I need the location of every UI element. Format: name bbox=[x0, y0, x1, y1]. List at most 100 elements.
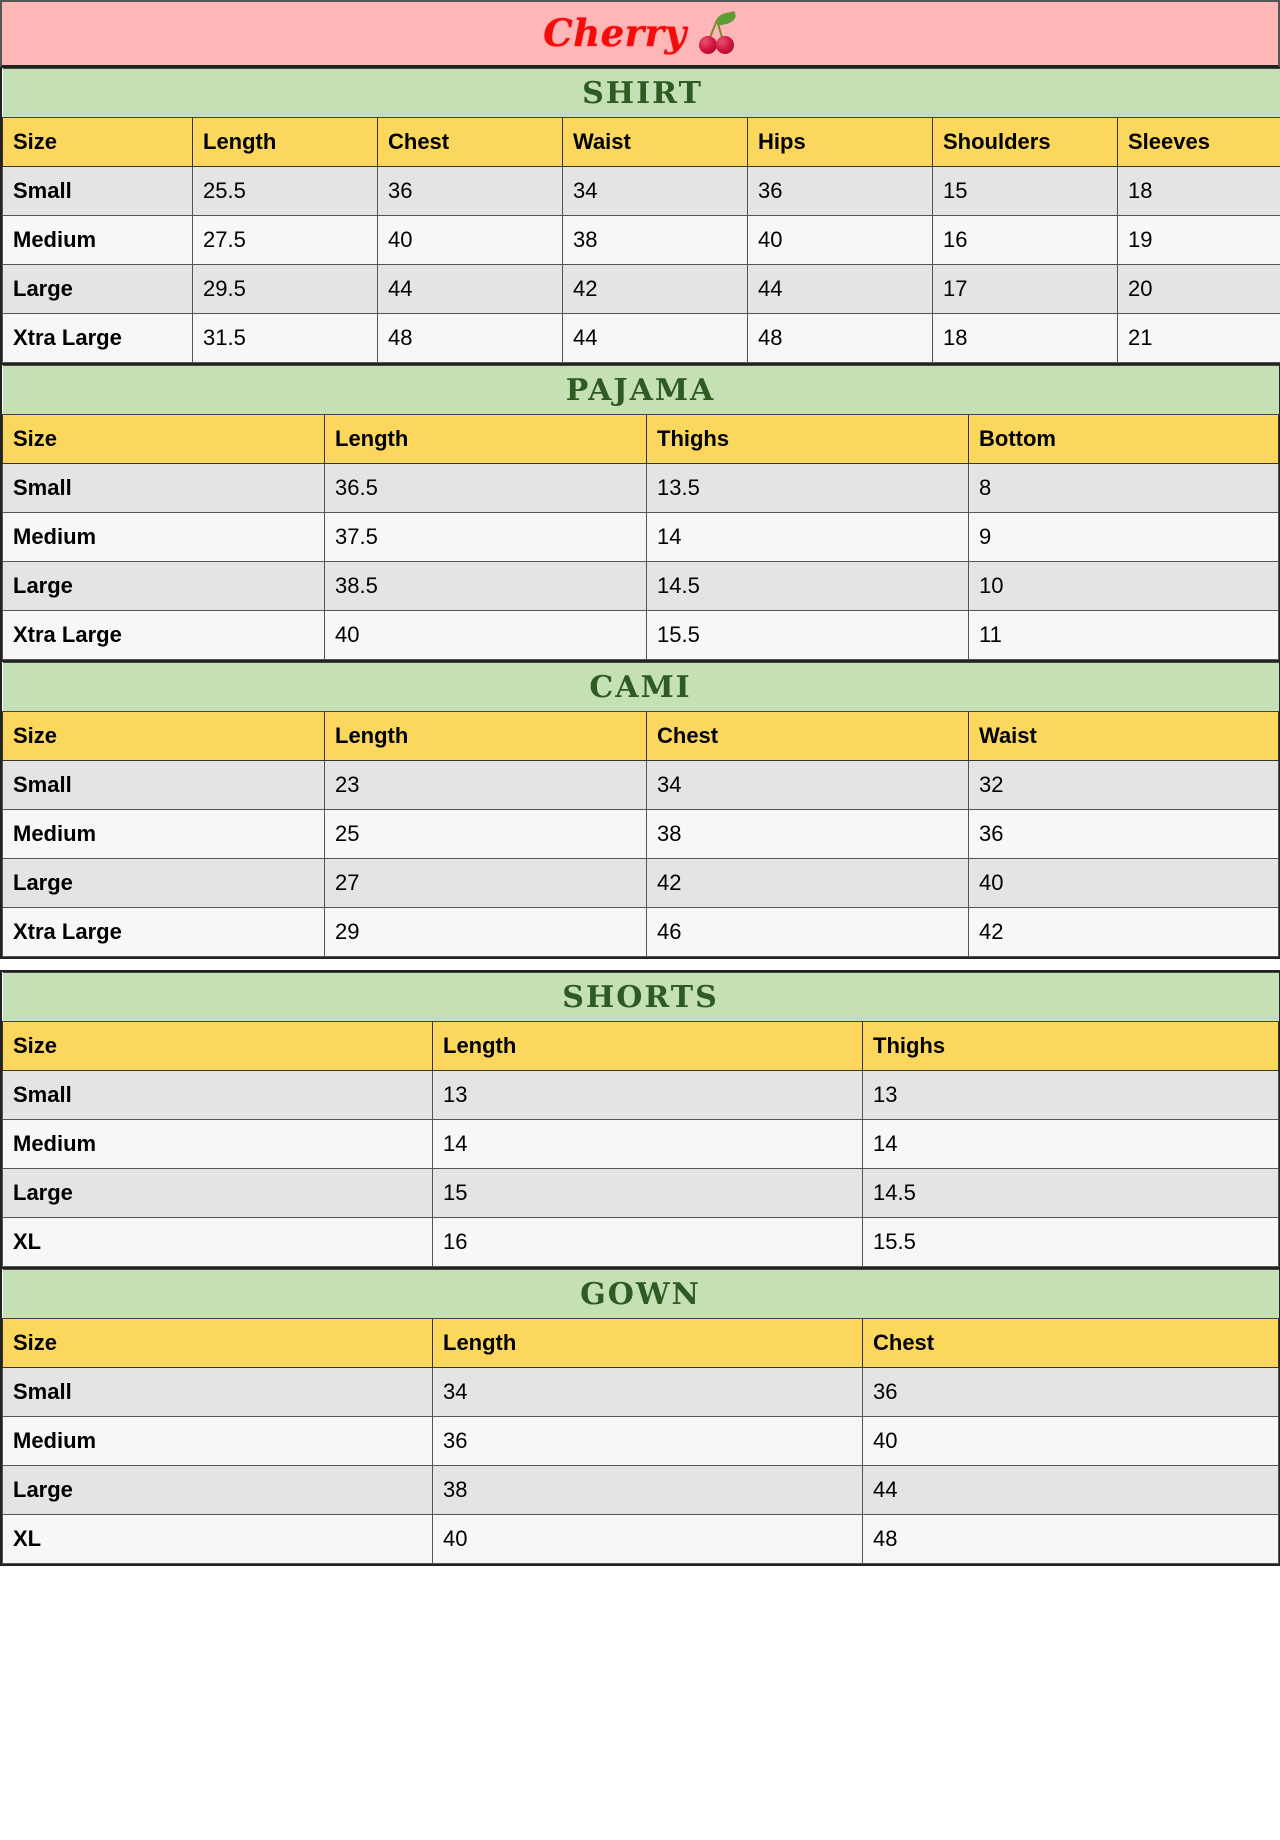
row-measurement-value: 13 bbox=[432, 1070, 863, 1120]
column-header-thighs: Thighs bbox=[646, 414, 969, 464]
size-table-shirt: SHIRT Size Length Chest Waist Hips Shoulders Sl… bbox=[2, 68, 1280, 363]
column-header-waist: Waist bbox=[562, 117, 748, 167]
table-block-shirt: SHIRT Size Length Chest Waist Hips Shoulders Sl… bbox=[0, 68, 1280, 365]
row-measurement-value: 13 bbox=[861, 1070, 1280, 1120]
column-header-length: Length bbox=[432, 1021, 863, 1071]
table-row: Large 29.5 44 42 44 17 20 bbox=[2, 264, 1280, 314]
row-size-label: Xtra Large bbox=[2, 907, 325, 957]
row-measurement-value: 44 bbox=[747, 264, 933, 314]
row-measurement-value: 14.5 bbox=[861, 1168, 1280, 1218]
row-measurement-value: 23 bbox=[324, 760, 647, 810]
table-row: Medium 25 38 36 bbox=[2, 809, 1280, 859]
row-measurement-value: 36 bbox=[377, 166, 563, 216]
row-measurement-value: 42 bbox=[967, 907, 1280, 957]
row-measurement-value: 8 bbox=[967, 463, 1280, 513]
column-header-chest: Chest bbox=[646, 711, 969, 761]
row-measurement-value: 19 bbox=[1116, 215, 1280, 265]
row-measurement-value: 46 bbox=[646, 907, 969, 957]
row-measurement-value: 36 bbox=[432, 1416, 863, 1466]
table-row: Xtra Large 29 46 42 bbox=[2, 907, 1280, 957]
row-measurement-value: 40 bbox=[324, 610, 647, 660]
section-title-pajama: PAJAMA bbox=[2, 365, 1279, 415]
table-row: Small 36.5 13.5 8 bbox=[2, 463, 1280, 513]
row-size-label: Medium bbox=[2, 1416, 433, 1466]
row-size-label: Large bbox=[2, 264, 193, 314]
row-measurement-value: 29 bbox=[324, 907, 647, 957]
table-row: Medium 27.5 40 38 40 16 19 bbox=[2, 215, 1280, 265]
row-size-label: XL bbox=[2, 1514, 433, 1564]
row-size-label: Small bbox=[2, 463, 325, 513]
row-measurement-value: 16 bbox=[932, 215, 1118, 265]
row-measurement-value: 36.5 bbox=[324, 463, 647, 513]
row-measurement-value: 48 bbox=[747, 313, 933, 363]
table-row: Small 23 34 32 bbox=[2, 760, 1280, 810]
section-title-row: PAJAMA bbox=[2, 365, 1279, 415]
column-header-chest: Chest bbox=[861, 1318, 1280, 1368]
section-title-row: GOWN bbox=[2, 1269, 1279, 1319]
row-measurement-value: 27 bbox=[324, 858, 647, 908]
row-measurement-value: 25 bbox=[324, 809, 647, 859]
row-measurement-value: 16 bbox=[432, 1217, 863, 1267]
column-header-length: Length bbox=[192, 117, 378, 167]
row-size-label: XL bbox=[2, 1217, 433, 1267]
row-size-label: Xtra Large bbox=[2, 610, 325, 660]
row-measurement-value: 15 bbox=[932, 166, 1118, 216]
row-measurement-value: 44 bbox=[861, 1465, 1280, 1515]
row-measurement-value: 18 bbox=[1116, 166, 1280, 216]
table-block-gown: GOWN Size Length Chest Small 34 36 Medium 36 40 La… bbox=[0, 1269, 1280, 1566]
row-measurement-value: 13.5 bbox=[646, 463, 969, 513]
table-row: Large 38 44 bbox=[2, 1465, 1280, 1515]
row-measurement-value: 11 bbox=[967, 610, 1280, 660]
column-header-length: Length bbox=[432, 1318, 863, 1368]
size-table-shorts: SHORTS Size Length Thighs Small 13 13 Medium 14 1… bbox=[2, 972, 1280, 1267]
row-measurement-value: 25.5 bbox=[192, 166, 378, 216]
row-measurement-value: 44 bbox=[377, 264, 563, 314]
table-block-pajama: PAJAMA Size Length Thighs Bottom Small 36.5 13.… bbox=[0, 365, 1280, 662]
row-measurement-value: 10 bbox=[967, 561, 1280, 611]
table-row: Large 27 42 40 bbox=[2, 858, 1280, 908]
column-header-row: Size Length Chest Waist Hips Shoulders Sleeves bbox=[2, 117, 1280, 167]
size-tables-container: SHIRT Size Length Chest Waist Hips Shoulders Sl… bbox=[0, 68, 1280, 1566]
row-measurement-value: 38 bbox=[646, 809, 969, 859]
brand-name: Cherry bbox=[543, 11, 687, 55]
row-size-label: Large bbox=[2, 1168, 433, 1218]
row-measurement-value: 15.5 bbox=[646, 610, 969, 660]
section-title-cami: CAMI bbox=[2, 662, 1279, 712]
row-measurement-value: 27.5 bbox=[192, 215, 378, 265]
row-measurement-value: 20 bbox=[1116, 264, 1280, 314]
row-size-label: Small bbox=[2, 166, 193, 216]
brand-header: Cherry bbox=[0, 0, 1280, 68]
column-header-bottom: Bottom bbox=[967, 414, 1280, 464]
table-row: Small 25.5 36 34 36 15 18 bbox=[2, 166, 1280, 216]
row-measurement-value: 14 bbox=[432, 1119, 863, 1169]
row-measurement-value: 14.5 bbox=[646, 561, 969, 611]
row-measurement-value: 21 bbox=[1116, 313, 1280, 363]
column-header-row: Size Length Thighs Bottom bbox=[2, 414, 1280, 464]
column-header-hips: Hips bbox=[747, 117, 933, 167]
row-size-label: Medium bbox=[2, 512, 325, 562]
column-header-length: Length bbox=[324, 414, 647, 464]
row-size-label: Small bbox=[2, 760, 325, 810]
table-block-cami: CAMI Size Length Chest Waist Small 23 34 32 Mediu… bbox=[0, 662, 1280, 959]
row-size-label: Medium bbox=[2, 215, 193, 265]
column-header-chest: Chest bbox=[377, 117, 563, 167]
row-measurement-value: 14 bbox=[861, 1119, 1280, 1169]
table-row: Xtra Large 31.5 48 44 48 18 21 bbox=[2, 313, 1280, 363]
row-measurement-value: 14 bbox=[646, 512, 969, 562]
section-title-gown: GOWN bbox=[2, 1269, 1279, 1319]
row-measurement-value: 29.5 bbox=[192, 264, 378, 314]
column-header-row: Size Length Chest Waist bbox=[2, 711, 1280, 761]
size-table-cami: CAMI Size Length Chest Waist Small 23 34 32 Mediu… bbox=[2, 662, 1280, 957]
cherries-icon bbox=[697, 10, 737, 56]
row-measurement-value: 38.5 bbox=[324, 561, 647, 611]
row-measurement-value: 38 bbox=[432, 1465, 863, 1515]
column-header-size: Size bbox=[2, 1021, 433, 1071]
section-title-row: SHORTS bbox=[2, 972, 1279, 1022]
row-size-label: Large bbox=[2, 1465, 433, 1515]
row-measurement-value: 40 bbox=[967, 858, 1280, 908]
column-header-thighs: Thighs bbox=[861, 1021, 1280, 1071]
column-header-row: Size Length Chest bbox=[2, 1318, 1280, 1368]
table-row: Small 13 13 bbox=[2, 1070, 1280, 1120]
row-measurement-value: 17 bbox=[932, 264, 1118, 314]
